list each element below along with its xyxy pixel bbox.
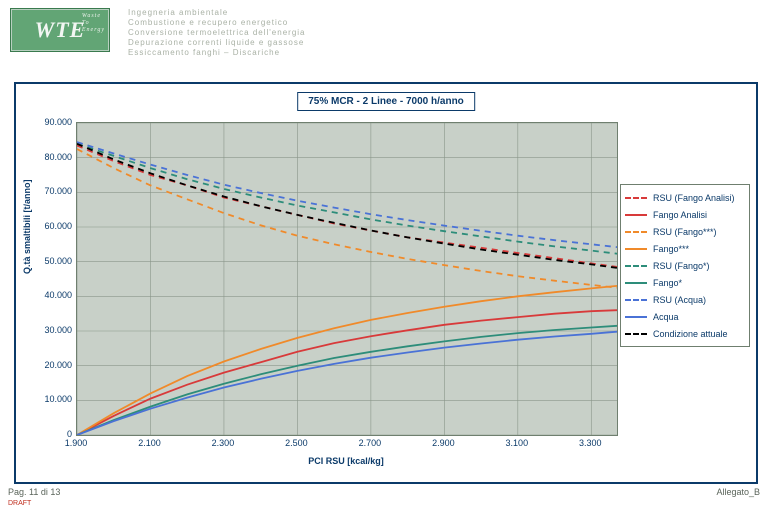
logo-text: WTE: [35, 17, 86, 43]
x-tick: 3.300: [570, 438, 610, 448]
y-tick: 70.000: [32, 186, 72, 196]
legend-label: Condizione attuale: [653, 329, 728, 339]
legend-label: RSU (Fango***): [653, 227, 717, 237]
legend-item: Acqua: [625, 308, 745, 325]
footer: Pag. 11 di 13 DRAFT Allegato_B: [8, 487, 760, 507]
legend-label: RSU (Acqua): [653, 295, 706, 305]
x-tick: 2.900: [423, 438, 463, 448]
chart-title: 75% MCR - 2 Linee - 7000 h/anno: [297, 92, 475, 111]
legend-swatch: [625, 316, 647, 318]
y-tick: 60.000: [32, 221, 72, 231]
footer-right: Allegato_B: [716, 487, 760, 507]
x-tick: 2.500: [276, 438, 316, 448]
legend-item: Fango*: [625, 274, 745, 291]
legend-item: RSU (Acqua): [625, 291, 745, 308]
y-tick: 30.000: [32, 325, 72, 335]
x-tick: 3.100: [497, 438, 537, 448]
x-tick: 2.700: [350, 438, 390, 448]
footer-page: Pag. 11 di 13: [8, 487, 60, 497]
y-tick: 80.000: [32, 152, 72, 162]
legend-label: RSU (Fango Analisi): [653, 193, 735, 203]
y-tick: 20.000: [32, 360, 72, 370]
legend-swatch: [625, 265, 647, 267]
y-axis-label: Q.tà smaltibili [t/anno]: [22, 179, 32, 274]
x-tick: 2.100: [129, 438, 169, 448]
legend-swatch: [625, 333, 647, 335]
logo: WTE WasteToEnergy: [10, 8, 110, 52]
legend-swatch: [625, 282, 647, 284]
logo-subtext: WasteToEnergy: [82, 13, 105, 34]
legend-item: Fango***: [625, 240, 745, 257]
legend-item: Fango Analisi: [625, 206, 745, 223]
y-tick: 40.000: [32, 290, 72, 300]
header-text: Ingegneria ambientaleCombustione e recup…: [128, 8, 306, 58]
legend-item: RSU (Fango***): [625, 223, 745, 240]
legend-label: Fango***: [653, 244, 689, 254]
y-tick: 50.000: [32, 256, 72, 266]
y-tick: 10.000: [32, 394, 72, 404]
legend-item: RSU (Fango*): [625, 257, 745, 274]
chart-svg: [77, 123, 617, 435]
legend-swatch: [625, 248, 647, 250]
footer-draft: DRAFT: [8, 500, 31, 507]
legend-swatch: [625, 231, 647, 233]
x-tick: 2.300: [203, 438, 243, 448]
legend-swatch: [625, 197, 647, 199]
header: WTE WasteToEnergy Ingegneria ambientaleC…: [10, 8, 306, 58]
legend: RSU (Fango Analisi) Fango Analisi RSU (F…: [620, 184, 750, 347]
y-tick: 90.000: [32, 117, 72, 127]
chart-frame: 75% MCR - 2 Linee - 7000 h/anno Q.tà sma…: [14, 82, 758, 484]
legend-item: Condizione attuale: [625, 325, 745, 342]
plot-area: [76, 122, 618, 436]
legend-label: Fango Analisi: [653, 210, 707, 220]
legend-label: Fango*: [653, 278, 682, 288]
legend-label: RSU (Fango*): [653, 261, 710, 271]
x-tick: 1.900: [56, 438, 96, 448]
x-axis-label: PCI RSU [kcal/kg]: [76, 456, 616, 466]
legend-item: RSU (Fango Analisi): [625, 189, 745, 206]
legend-swatch: [625, 299, 647, 301]
legend-label: Acqua: [653, 312, 679, 322]
legend-swatch: [625, 214, 647, 216]
